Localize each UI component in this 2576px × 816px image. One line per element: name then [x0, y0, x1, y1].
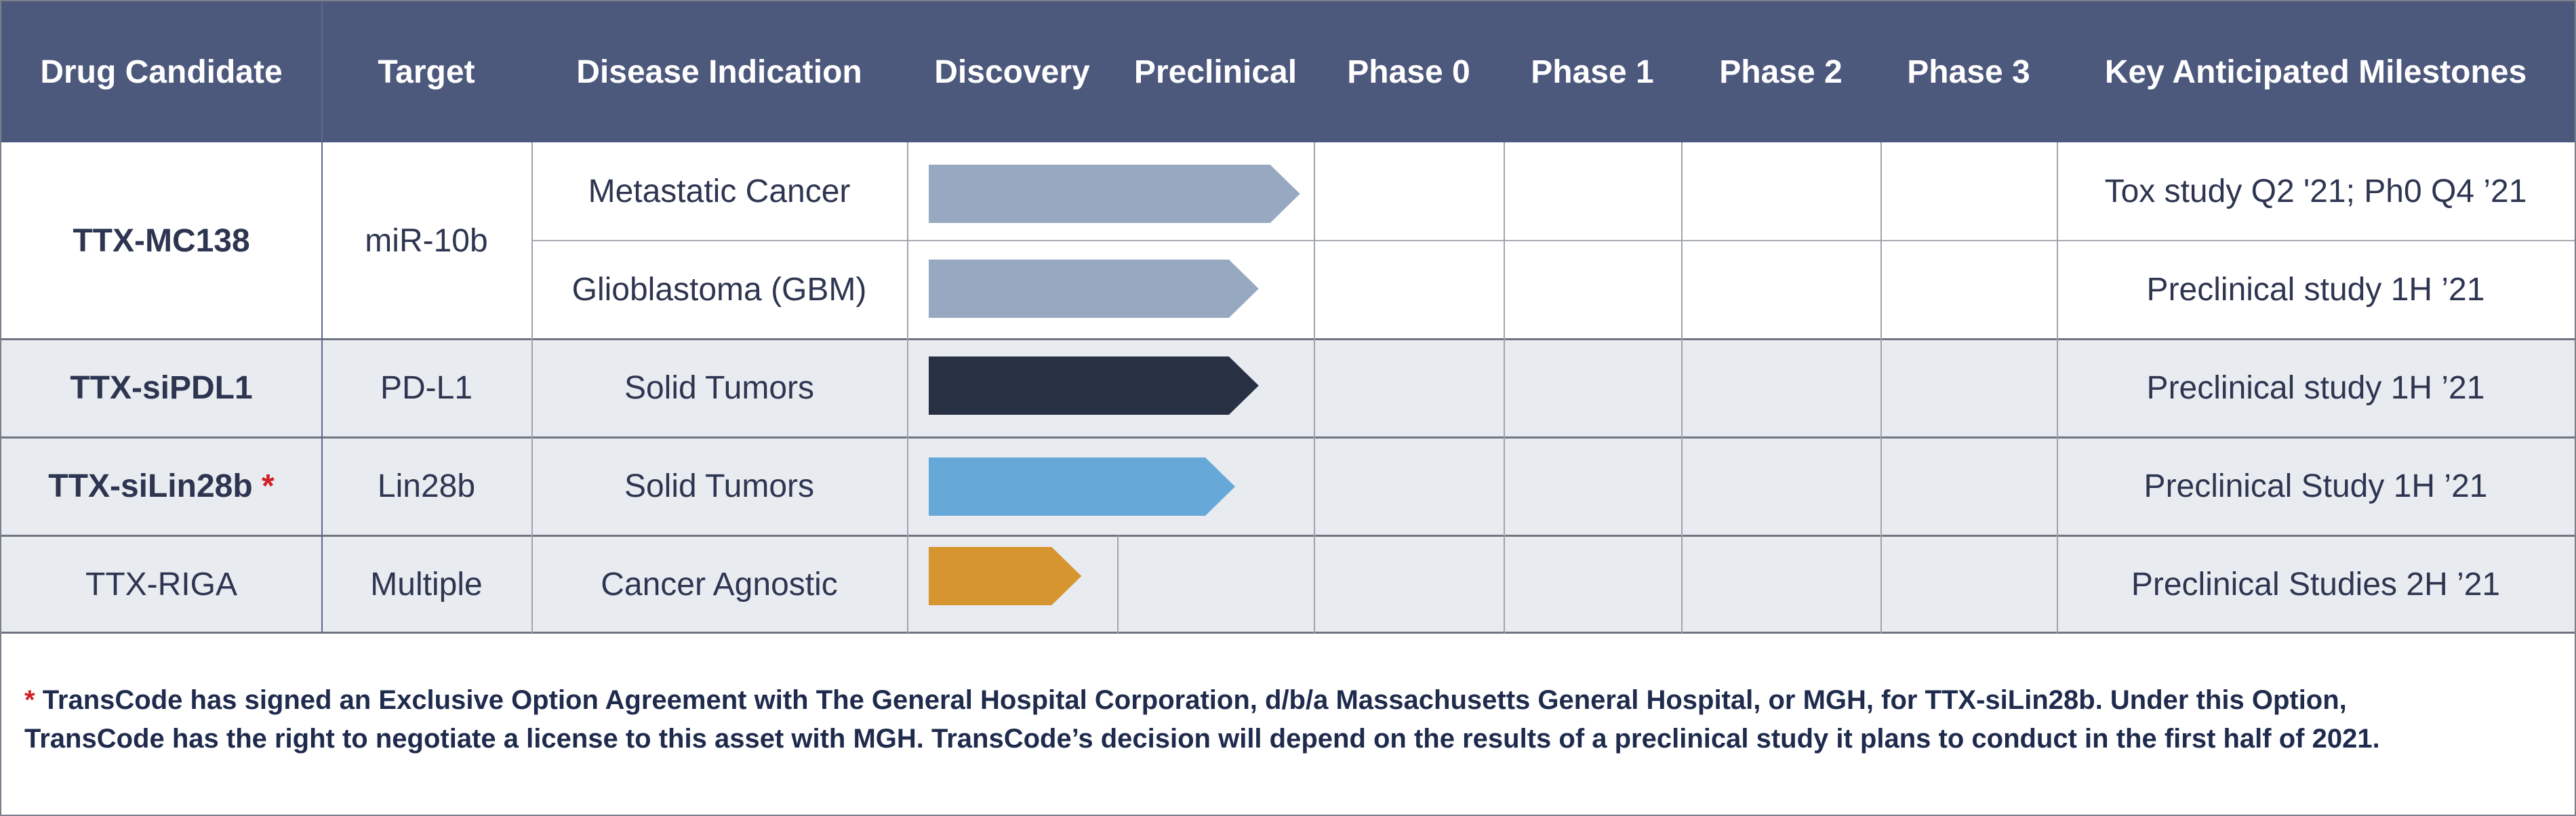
target-cell: Lin28b	[377, 468, 476, 504]
drug-candidate-name: TTX-RIGA	[85, 566, 237, 603]
row-divider	[531, 240, 2575, 241]
progress-arrow-4	[929, 457, 1235, 516]
header-target: Target	[378, 54, 475, 90]
drug-candidate-name: TTX-MC138	[73, 222, 250, 259]
progress-arrow-1	[929, 165, 1300, 223]
milestone-cell: Tox study Q2 '21; Ph0 Q4 ’21	[2104, 174, 2527, 209]
footnote: * TransCode has signed an Exclusive Opti…	[24, 681, 2546, 758]
drug-candidate-cell: TTX-siPDL1	[1, 339, 321, 437]
progress-arrow-3	[929, 356, 1259, 415]
milestone-cell: Preclinical study 1H ’21	[2146, 370, 2485, 406]
column-divider	[321, 1, 323, 633]
row-divider	[1, 436, 2575, 438]
header-preclinical: Preclinical	[1133, 54, 1297, 90]
column-divider	[1117, 535, 1119, 633]
indication-cell: Glioblastoma (GBM)	[571, 272, 867, 308]
indication-cell: Cancer Agnostic	[601, 566, 838, 603]
column-divider	[1880, 142, 1882, 633]
column-divider	[2057, 142, 2058, 633]
header-drug-candidate: Drug Candidate	[40, 54, 283, 90]
footnote-line-1: * TransCode has signed an Exclusive Opti…	[24, 681, 2546, 720]
target-cell: Multiple	[370, 566, 483, 603]
target-cell: miR-10b	[365, 222, 488, 259]
row-group-silin28b	[1, 437, 2575, 535]
column-divider	[907, 142, 908, 633]
header-disease-indication: Disease Indication	[576, 54, 862, 90]
drug-candidate-cell: TTX-RIGA	[1, 535, 321, 633]
progress-arrow	[929, 165, 1300, 605]
milestone-cell: Preclinical study 1H ’21	[2146, 272, 2485, 308]
footnote-line-2: TransCode has the right to negotiate a l…	[24, 724, 2380, 754]
target-cell: PD-L1	[380, 370, 473, 406]
indication-cell: Solid Tumors	[624, 468, 815, 504]
drug-candidate-cell: TTX-siLin28b *	[1, 437, 321, 535]
header-milestones: Key Anticipated Milestones	[2104, 54, 2527, 90]
pipeline-table: Drug Candidate Target Disease Indication…	[1, 1, 2575, 634]
row-group-sipdl1	[1, 339, 2575, 437]
row-divider	[1, 338, 2575, 340]
header-phase1: Phase 1	[1531, 54, 1654, 90]
milestone-cell: Preclinical Study 1H ’21	[2144, 468, 2488, 504]
header-phase3: Phase 3	[1907, 54, 2030, 90]
column-divider	[1681, 142, 1683, 633]
progress-arrow-2	[929, 260, 1259, 318]
row-group-riga	[1, 535, 2575, 633]
row-divider	[1, 535, 2575, 537]
footnote-text-1: TransCode has signed an Exclusive Option…	[42, 685, 2347, 715]
column-divider	[531, 142, 533, 633]
indication-cell: Solid Tumors	[624, 370, 815, 406]
drug-candidate-cell: TTX-MC138	[1, 142, 321, 339]
column-divider	[1504, 142, 1505, 633]
footnote-marker: *	[24, 685, 35, 715]
indication-cell: Metastatic Cancer	[588, 174, 851, 209]
footnote-marker: *	[262, 468, 275, 504]
drug-candidate-name: TTX-siLin28b	[48, 468, 253, 504]
header-phase2: Phase 2	[1719, 54, 1843, 90]
table-bottom-rule	[1, 632, 2575, 634]
milestone-cell: Preclinical Studies 2H ’21	[2131, 566, 2501, 603]
column-divider	[1314, 142, 1315, 633]
header-phase0: Phase 0	[1347, 54, 1470, 90]
table-header: Drug Candidate Target Disease Indication…	[1, 1, 2575, 142]
progress-arrow-5	[929, 547, 1082, 605]
header-discovery: Discovery	[934, 54, 1090, 90]
drug-candidate-name: TTX-siPDL1	[70, 370, 253, 406]
